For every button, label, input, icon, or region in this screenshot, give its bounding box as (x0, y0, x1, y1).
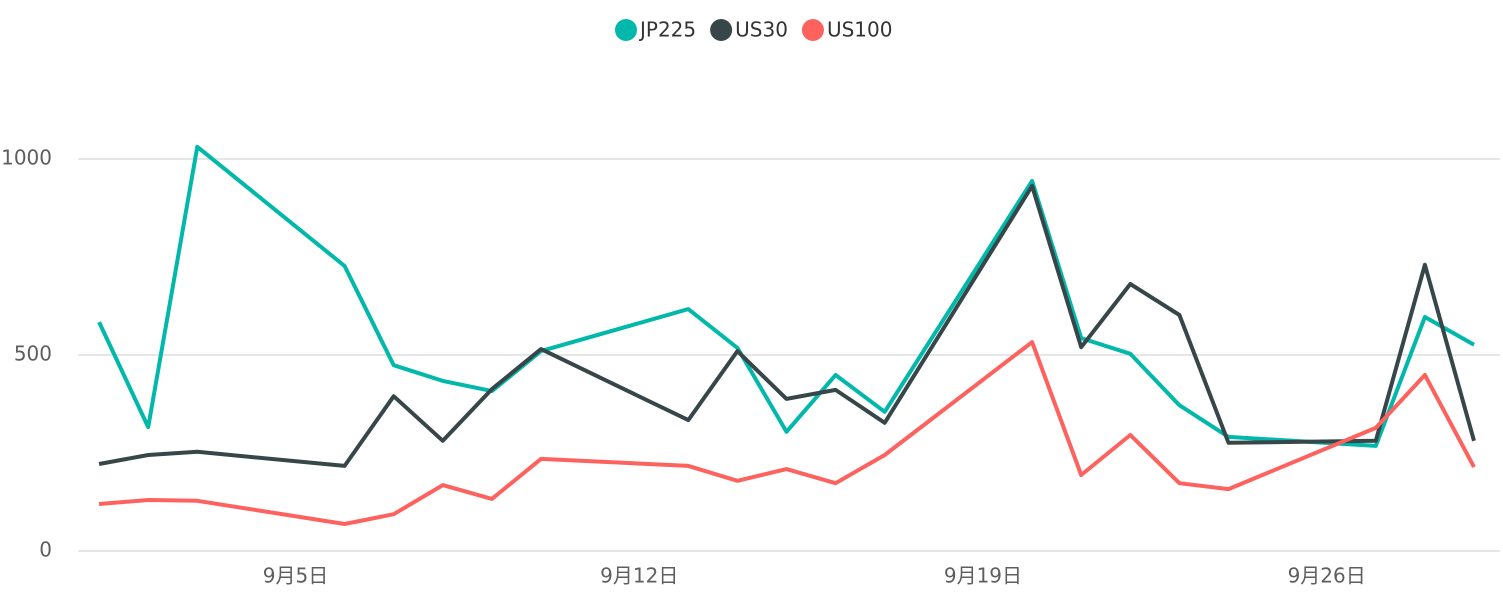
legend-label: US30 (735, 18, 788, 42)
series-line (97, 144, 1475, 448)
legend-marker (710, 19, 733, 41)
x-tick-label: 9月19日 (944, 564, 1022, 588)
legend: JP225 US30 US100 (615, 18, 892, 42)
legend-item[interactable]: US30 (710, 18, 788, 42)
x-tick-label: 9月5日 (263, 564, 328, 588)
series-line (98, 184, 1476, 468)
y-tick-label: 500 (14, 342, 52, 366)
x-tick-label: 9月12日 (600, 564, 678, 588)
y-tick-label: 1000 (1, 146, 52, 170)
legend-label: JP225 (638, 18, 696, 42)
x-tick-label: 9月26日 (1288, 564, 1366, 588)
legend-marker (801, 19, 824, 41)
legend-marker (615, 19, 637, 41)
legend-item[interactable]: JP225 (615, 18, 696, 42)
y-tick-label: 0 (39, 538, 52, 562)
legend-label: US100 (827, 18, 893, 42)
series-line (98, 340, 1476, 526)
legend-item[interactable]: US100 (801, 18, 893, 42)
